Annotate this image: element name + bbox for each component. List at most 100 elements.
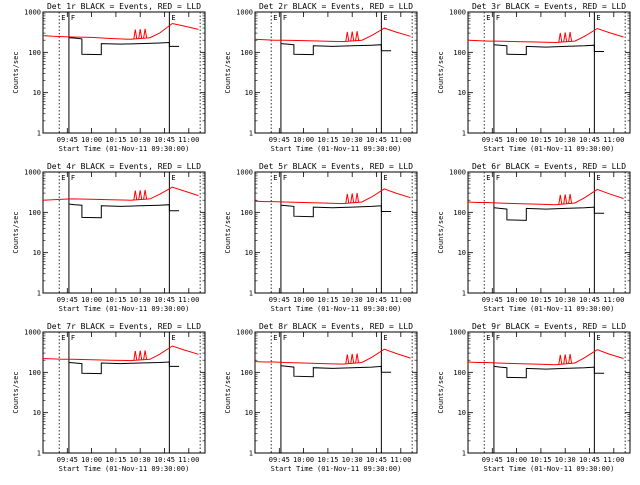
x-tick-label: 09:45 — [57, 296, 78, 304]
x-tick-label: 10:30 — [342, 136, 363, 144]
lld-spike — [345, 193, 350, 204]
x-tick-label: 10:30 — [130, 136, 151, 144]
x-tick-label: 11:00 — [390, 456, 411, 464]
lld-series-line — [42, 22, 199, 40]
y-tick-label: 1 — [462, 290, 466, 298]
x-tick-label: 10:30 — [342, 296, 363, 304]
x-tick-label: 11:00 — [603, 136, 624, 144]
lld-spike — [558, 194, 563, 205]
lld-series-line — [254, 27, 411, 43]
x-tick-label: 10:00 — [506, 456, 527, 464]
y-tick-label: 1000 — [449, 329, 466, 337]
y-tick-label: 10 — [33, 89, 41, 97]
lld-spike — [563, 32, 568, 42]
plot-frame — [467, 331, 631, 454]
x-tick-label: 10:45 — [579, 456, 600, 464]
y-tick-label: 10 — [33, 249, 41, 257]
x-tick-label: 10:30 — [130, 296, 151, 304]
y-axis-label: Counts/sec — [12, 51, 20, 93]
time-marker-label: E — [596, 14, 600, 22]
x-tick-label: 10:45 — [366, 456, 387, 464]
x-tick-label: 10:15 — [530, 136, 551, 144]
events-series-line — [494, 206, 605, 221]
y-tick-label: 1000 — [236, 329, 253, 337]
time-marker-label: E — [273, 14, 277, 22]
lld-series-line — [42, 345, 199, 362]
y-tick-label: 10 — [458, 89, 466, 97]
y-tick-label: 100 — [28, 49, 41, 57]
y-tick-label: 10 — [33, 409, 41, 417]
x-tick-label: 10:45 — [579, 296, 600, 304]
panel-title: Det 2r BLACK = Events, RED = LLD — [259, 2, 413, 11]
detector-panel-4: Det 4r BLACK = Events, RED = LLD 1 10 100 10… — [12, 162, 206, 313]
time-marker-label: E — [171, 174, 175, 182]
time-marker-label: E — [383, 174, 387, 182]
y-tick-label: 1000 — [449, 9, 466, 17]
x-tick-label: 10:15 — [105, 456, 126, 464]
time-marker-label: E — [61, 174, 65, 182]
x-tick-label: 10:45 — [366, 136, 387, 144]
x-tick-label: 09:45 — [482, 296, 503, 304]
y-tick-label: 100 — [240, 49, 253, 57]
x-tick-label: 09:45 — [57, 456, 78, 464]
detector-panel-9: Det 9r BLACK = Events, RED = LLD 1 10 100 10… — [437, 322, 631, 473]
x-tick-label: 11:00 — [178, 136, 199, 144]
x-tick-label: 10:15 — [530, 296, 551, 304]
x-tick-label: 09:45 — [269, 456, 290, 464]
lld-spike — [143, 350, 148, 360]
x-tick-label: 10:00 — [81, 296, 102, 304]
time-marker-label: E — [273, 334, 277, 342]
y-tick-label: 1 — [37, 290, 41, 298]
time-marker-label: E — [61, 334, 65, 342]
y-tick-label: 10 — [458, 409, 466, 417]
y-tick-label: 1 — [462, 450, 466, 458]
x-tick-label: 11:00 — [603, 296, 624, 304]
x-tick-label: 10:15 — [317, 456, 338, 464]
y-tick-label: 1 — [37, 130, 41, 138]
events-series-line — [69, 203, 180, 219]
x-axis-label: Start Time (01-Nov-11 09:30:00) — [271, 145, 402, 153]
lld-spike — [138, 29, 143, 39]
x-tick-label: 10:15 — [317, 296, 338, 304]
lld-spike — [350, 31, 355, 41]
x-tick-label: 10:30 — [555, 296, 576, 304]
y-axis-label: Counts/sec — [437, 371, 445, 413]
y-tick-label: 100 — [453, 209, 466, 217]
time-marker-label: F — [283, 14, 287, 22]
y-tick-label: 1 — [249, 290, 253, 298]
lld-series-line — [467, 188, 624, 206]
time-marker-label: E — [383, 14, 387, 22]
y-tick-label: 1000 — [236, 9, 253, 17]
y-tick-label: 100 — [240, 209, 253, 217]
time-marker-label: E — [383, 334, 387, 342]
plot-frame — [254, 11, 418, 134]
y-axis-label: Counts/sec — [437, 211, 445, 253]
x-tick-label: 10:30 — [342, 456, 363, 464]
time-marker-label: F — [283, 334, 287, 342]
detector-panel-3: Det 3r BLACK = Events, RED = LLD 1 10 100 10… — [437, 2, 631, 153]
panel-title: Det 3r BLACK = Events, RED = LLD — [472, 2, 626, 11]
x-tick-label: 10:30 — [555, 136, 576, 144]
y-tick-label: 1000 — [236, 169, 253, 177]
panel-title: Det 9r BLACK = Events, RED = LLD — [472, 322, 626, 331]
detector-panel-8: Det 8r BLACK = Events, RED = LLD 1 10 100 10… — [224, 322, 418, 473]
y-tick-label: 10 — [245, 249, 253, 257]
x-tick-label: 10:45 — [366, 296, 387, 304]
lld-spike — [345, 354, 350, 364]
detector-panel-6: Det 6r BLACK = Events, RED = LLD 1 10 100 10… — [437, 162, 631, 313]
lld-spike — [138, 190, 143, 200]
panel-title: Det 6r BLACK = Events, RED = LLD — [472, 162, 626, 171]
x-tick-label: 09:45 — [57, 136, 78, 144]
y-tick-label: 1 — [462, 130, 466, 138]
lld-spike — [558, 32, 563, 43]
x-tick-label: 10:30 — [555, 456, 576, 464]
y-axis-label: Counts/sec — [437, 51, 445, 93]
lld-series-line — [254, 348, 411, 365]
x-tick-label: 11:00 — [390, 136, 411, 144]
x-axis-label: Start Time (01-Nov-11 09:30:00) — [59, 465, 190, 473]
lld-series-line — [467, 349, 624, 366]
x-tick-label: 10:45 — [154, 456, 175, 464]
time-marker-label: F — [71, 334, 75, 342]
x-tick-label: 10:00 — [81, 456, 102, 464]
